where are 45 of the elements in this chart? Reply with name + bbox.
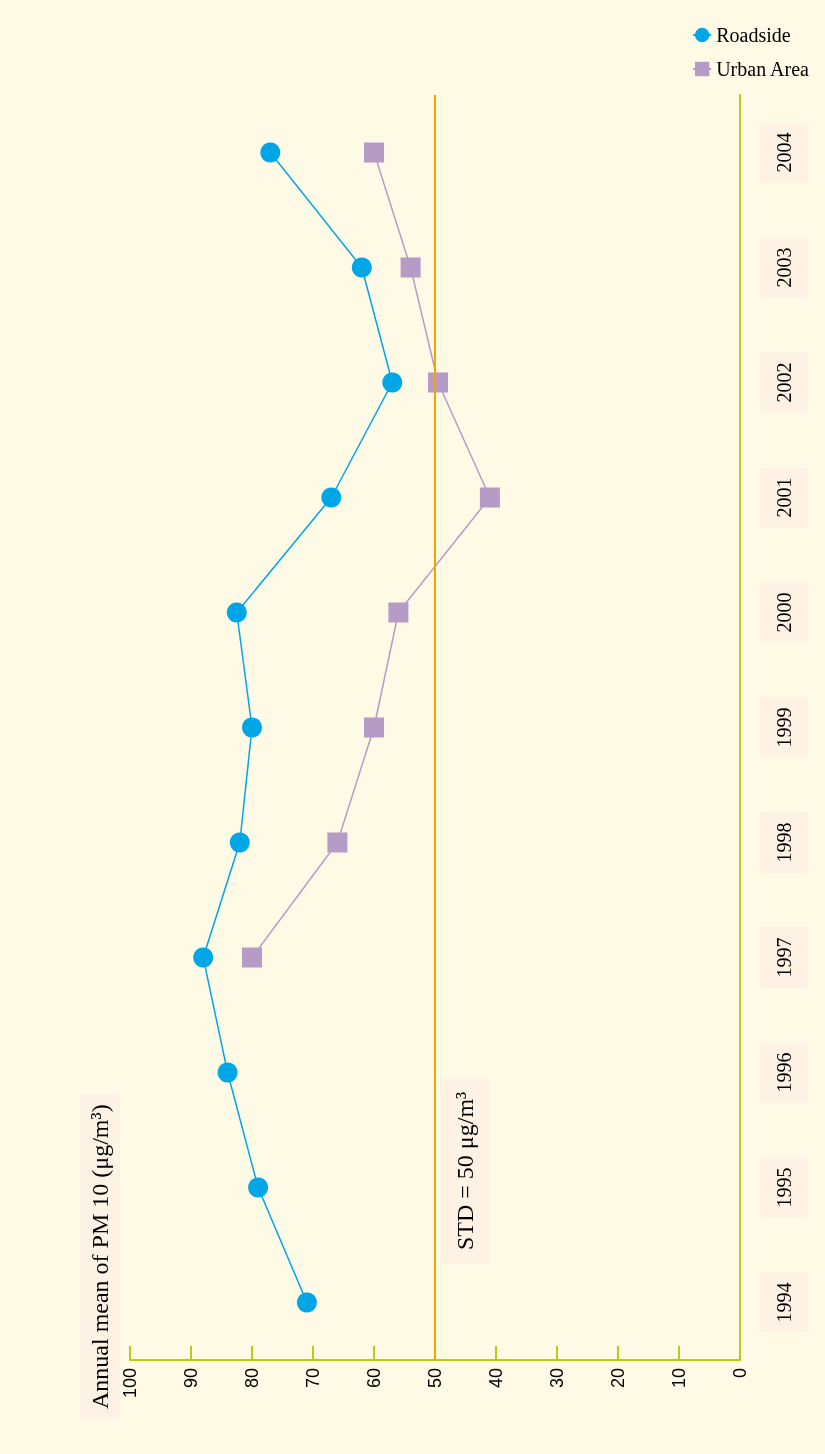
x-tick-label: 80	[242, 1368, 262, 1389]
point	[321, 487, 342, 508]
y-tick-label: 2001	[773, 477, 795, 518]
x-tick-label: 0	[730, 1368, 750, 1379]
point	[382, 372, 403, 393]
point	[388, 602, 409, 623]
x-tick-label: 30	[547, 1368, 567, 1389]
legend-label: Roadside	[716, 24, 791, 46]
point	[364, 717, 384, 738]
text: Annual mean of PM 10 (μg/m³)	[87, 1104, 113, 1409]
ref-line-label: STD = 50 μg/m³	[452, 1091, 478, 1250]
y-tick-label: 1999	[773, 707, 795, 748]
y-tick-label: 2003	[773, 247, 795, 288]
point	[242, 947, 262, 968]
point	[229, 832, 250, 853]
point	[296, 1292, 317, 1313]
point	[260, 142, 281, 163]
point	[327, 832, 348, 853]
x-tick-label: 20	[608, 1368, 628, 1389]
point	[428, 372, 449, 393]
y-tick-label: 1998	[773, 822, 795, 863]
x-tick-label: 70	[303, 1368, 323, 1389]
point	[351, 257, 372, 278]
x-tick-label: 90	[181, 1368, 201, 1389]
legend-label: Urban Area	[716, 58, 810, 80]
point	[217, 1062, 238, 1083]
y-tick-label: 2002	[773, 362, 795, 403]
point	[479, 487, 500, 508]
x-tick-label: 60	[364, 1368, 384, 1389]
x-tick-label: 50	[425, 1368, 445, 1389]
y-tick-label: 1995	[773, 1167, 795, 1208]
x-tick-label: 40	[486, 1368, 506, 1389]
y-tick-label: 1994	[773, 1282, 795, 1323]
x-tick-label: 10	[669, 1368, 689, 1389]
point	[242, 717, 262, 738]
y-tick-label: 2004	[773, 132, 795, 173]
point	[400, 257, 421, 278]
y-tick-label: 2000	[773, 592, 795, 633]
x-tick-label: 100	[120, 1368, 140, 1399]
point	[226, 602, 247, 623]
y-tick-label: 1996	[773, 1052, 795, 1093]
point	[193, 947, 214, 968]
y-tick-label: 1997	[773, 937, 795, 978]
point	[364, 142, 384, 163]
point	[248, 1177, 269, 1198]
